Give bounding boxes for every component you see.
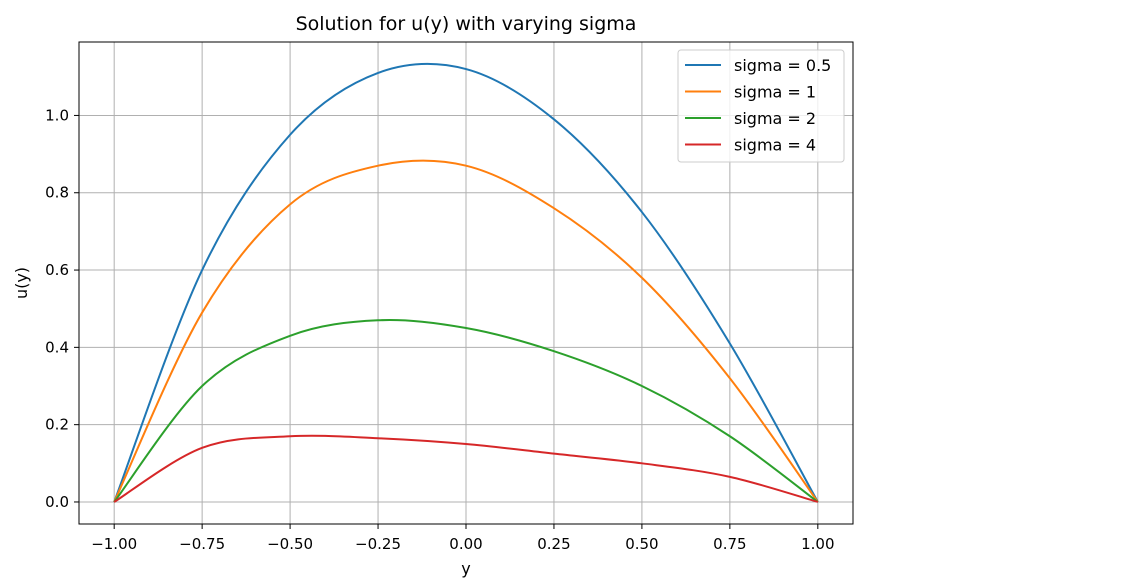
x-tick-label: 0.25: [537, 535, 570, 553]
series-line-0: [113, 62, 819, 503]
y-tick-label: 0.0: [45, 493, 69, 511]
y-tick-label: 0.6: [45, 261, 69, 279]
x-axis: −1.00 −0.75 −0.50 −0.25 0.00 0.25 0.50 0.75 1.00: [91, 524, 835, 553]
legend-label: sigma = 2: [734, 109, 816, 128]
x-tick-label: −0.25: [355, 535, 401, 553]
x-tick-label: −0.50: [267, 535, 313, 553]
x-tick-label: −1.00: [91, 535, 137, 553]
y-tick-label: 0.8: [45, 184, 69, 202]
grid: [79, 42, 853, 524]
x-tick-label: −0.75: [179, 535, 225, 553]
legend-box: [677, 49, 845, 163]
legend-label: sigma = 1: [734, 83, 816, 102]
legend-label: sigma = 4: [734, 136, 816, 155]
legend-label: sigma = 0.5: [734, 56, 831, 75]
x-tick-label: 1.00: [801, 535, 834, 553]
x-tick-label: 0.75: [713, 535, 746, 553]
series-line-3: [113, 434, 819, 503]
y-axis: 0.0 0.2 0.4 0.6 0.8 1.0: [45, 106, 79, 511]
series-line-1: [113, 159, 819, 503]
x-tick-label: 0.50: [625, 535, 658, 553]
y-tick-label: 1.0: [45, 106, 69, 124]
series-line-2: [113, 319, 819, 503]
x-axis-label: y: [461, 559, 470, 578]
series-layer: [113, 62, 819, 503]
x-tick-label: 0.00: [449, 535, 482, 553]
legend: sigma = 0.5 sigma = 1 sigma = 2 sigma = 4: [677, 49, 845, 163]
chart-title: Solution for u(y) with varying sigma: [296, 13, 637, 35]
y-tick-label: 0.4: [45, 338, 69, 356]
y-axis-label: u(y): [12, 267, 31, 299]
y-tick-label: 0.2: [45, 416, 69, 434]
